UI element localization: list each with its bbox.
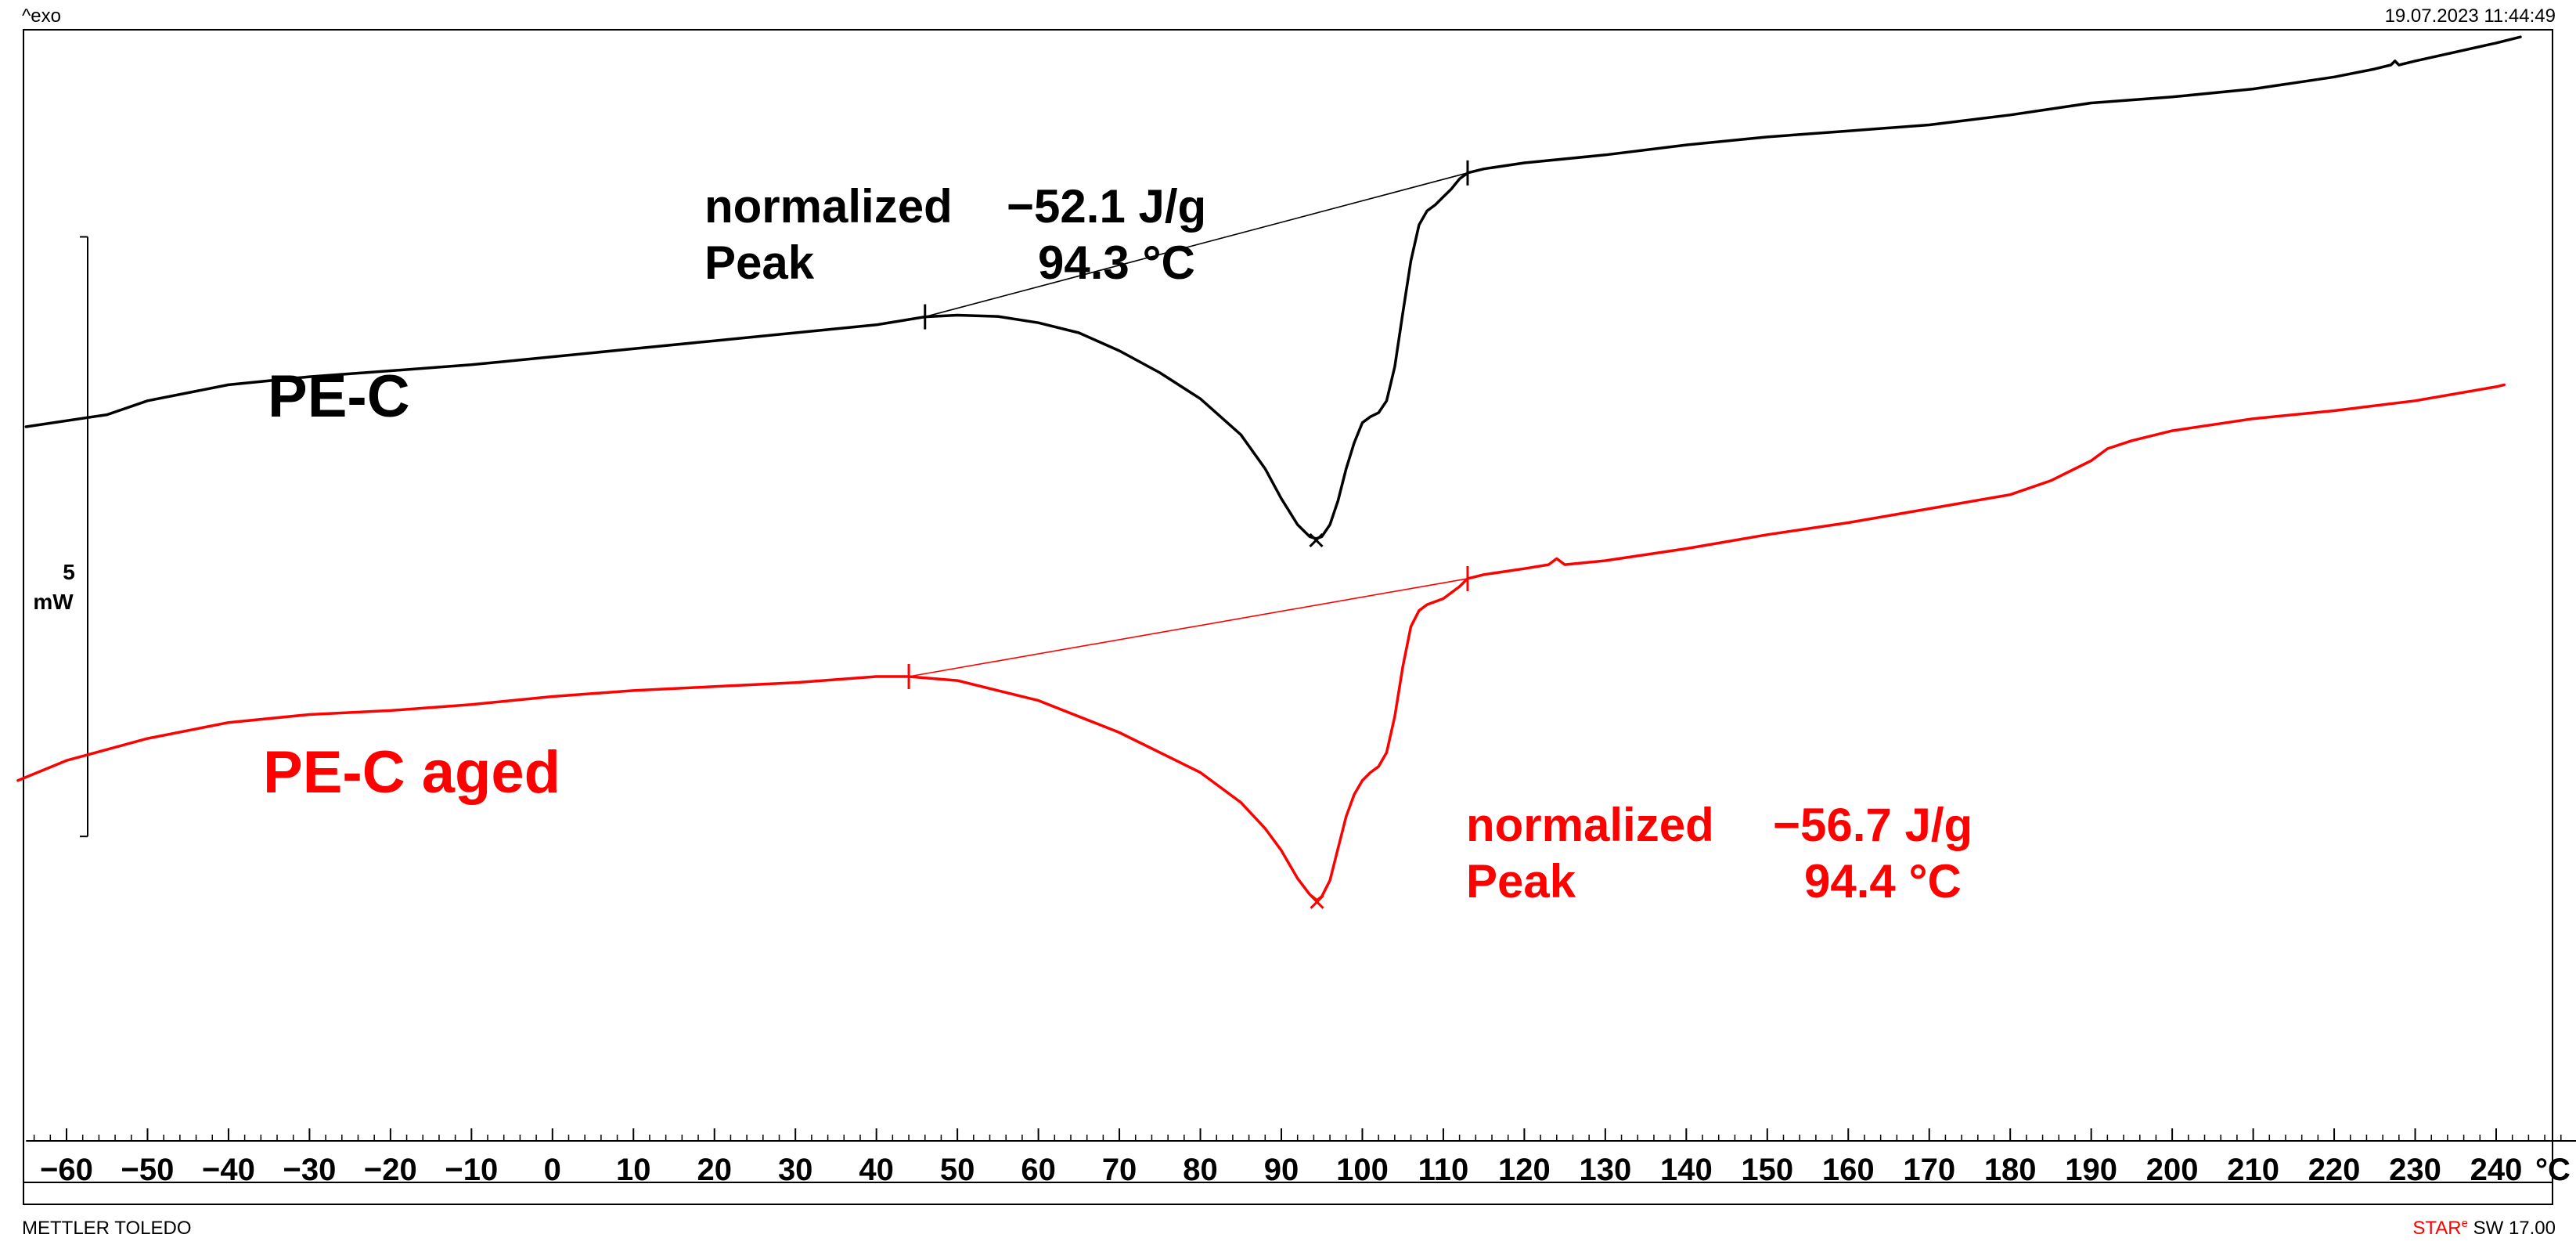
x-tick-label: 30 [778,1153,813,1187]
annotation-pe-c-value-1: −52.1 J/g [1007,180,1206,233]
software-name: STAR [2412,1218,2461,1239]
x-tick-label: 160 [1822,1153,1875,1187]
x-tick-label: 10 [616,1153,651,1187]
x-tick-label: 130 [1579,1153,1631,1187]
x-tick-label: 90 [1264,1153,1299,1187]
software-mark: e [2462,1217,2468,1230]
x-tick-label: 80 [1183,1153,1218,1187]
series-line-pe-c [24,35,2522,540]
x-axis: −60 −50 −40 −30 −20 −10 0 10 20 30 40 50 60 70 80 90 100… [26,1128,2576,1187]
x-tick-label: 210 [2227,1153,2279,1187]
scale-value: 5 [63,560,75,584]
x-tick-label: 120 [1498,1153,1551,1187]
peak-marker-stroke [1310,894,1324,909]
annotation-pe-c-aged-label-2: Peak [1466,855,1576,908]
series-label-pe-c-aged: PE-C aged [263,739,560,806]
baseline-pe-c-aged [908,578,1468,677]
x-tick-label: −60 [40,1153,93,1187]
baseline-pe-c [924,172,1468,318]
x-tick-label: 110 [1418,1153,1469,1187]
x-tick-label: −10 [445,1153,498,1187]
x-tick-label: 190 [2065,1153,2117,1187]
annotation-pe-c-label-1: normalized [704,180,953,233]
plot-frame [23,29,2553,1205]
footer-brand: METTLER TOLEDO [22,1218,192,1239]
exo-direction-label: ^exo [22,5,61,27]
annotation-pe-c-aged-value-2: 94.4 °C [1804,855,1962,908]
x-tick-label: 150 [1741,1153,1793,1187]
x-axis-unit: °C [2535,1153,2571,1187]
x-tick-label: 230 [2389,1153,2441,1187]
x-tick-label: 70 [1102,1153,1137,1187]
x-tick-label: 60 [1021,1153,1056,1187]
peak-marker-stroke [1309,532,1324,547]
annotation-pe-c-aged: normalized −56.7 J/g Peak 94.4 °C [1466,799,1973,908]
x-tick-label: 100 [1336,1153,1389,1187]
series-line-pe-c-aged [16,383,2506,902]
peak-marker-pe-c-aged [1310,894,1324,909]
annotation-pe-c-label-2: Peak [704,236,815,289]
scale-unit: mW [33,590,74,614]
timestamp: 19.07.2023 11:44:49 [2385,5,2556,27]
x-tick-label: 220 [2308,1153,2361,1187]
software-version: STARe SW 17.00 [2412,1217,2556,1239]
x-tick-label: 40 [859,1153,894,1187]
x-tick-label: 180 [1984,1153,2037,1187]
annotation-pe-c-value-2: 94.3 °C [1038,236,1195,289]
x-tick-label: −20 [364,1153,417,1187]
y-scale-bar: 5 mW [33,236,88,838]
software-version-number: SW 17.00 [2473,1218,2556,1239]
x-tick-label: 200 [2146,1153,2199,1187]
x-tick-label: 170 [1903,1153,1955,1187]
series-label-pe-c: PE-C [268,363,410,430]
x-tick-label: 50 [940,1153,975,1187]
annotation-pe-c-aged-value-1: −56.7 J/g [1773,799,1973,851]
x-tick-label: −40 [202,1153,255,1187]
peak-marker-pe-c [1309,532,1324,547]
x-tick-label: 0 [544,1153,561,1187]
x-tick-label: 20 [697,1153,732,1187]
annotation-pe-c: normalized −52.1 J/g Peak 94.3 °C [704,180,1206,289]
x-tick-label: −30 [283,1153,336,1187]
x-tick-label: −50 [121,1153,175,1187]
x-tick-label: 140 [1660,1153,1713,1187]
annotation-pe-c-aged-label-1: normalized [1466,799,1714,851]
x-tick-label: 240 [2470,1153,2523,1187]
